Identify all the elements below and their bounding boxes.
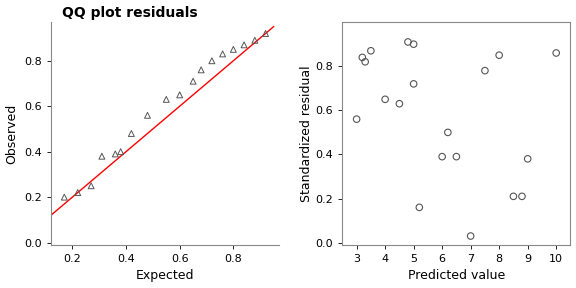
Point	[403, 40, 412, 44]
Point	[552, 51, 561, 55]
Point	[495, 53, 504, 58]
Point	[523, 157, 532, 161]
Point	[218, 52, 227, 56]
Point	[111, 152, 120, 156]
Point	[73, 190, 82, 195]
Point	[395, 101, 404, 106]
Point	[509, 194, 518, 199]
Point	[480, 68, 490, 73]
Point	[517, 194, 526, 199]
Point	[358, 55, 367, 60]
Point	[415, 205, 424, 210]
Point	[438, 154, 447, 159]
Point	[143, 113, 152, 118]
Point	[409, 42, 418, 46]
Point	[97, 154, 107, 158]
Point	[175, 92, 184, 97]
Point	[127, 131, 136, 136]
Point	[444, 130, 453, 135]
X-axis label: Predicted value: Predicted value	[408, 270, 505, 283]
Point	[196, 68, 206, 72]
Point	[25, 236, 34, 240]
Point	[261, 31, 270, 36]
Point	[466, 234, 475, 238]
Point	[207, 58, 217, 63]
Y-axis label: Observed: Observed	[6, 103, 18, 164]
Point	[381, 97, 390, 102]
Point	[162, 97, 171, 102]
Point	[86, 183, 96, 188]
Text: QQ plot residuals: QQ plot residuals	[62, 5, 198, 20]
Point	[250, 38, 259, 43]
Point	[366, 48, 376, 53]
Point	[409, 82, 418, 86]
Point	[60, 195, 69, 199]
Point	[361, 60, 370, 64]
Point	[116, 149, 125, 154]
Point	[229, 47, 238, 52]
Point	[41, 204, 50, 209]
Point	[452, 154, 461, 159]
Point	[240, 43, 249, 47]
Point	[352, 117, 361, 122]
Y-axis label: Standardized residual: Standardized residual	[300, 65, 313, 202]
X-axis label: Expected: Expected	[136, 270, 194, 283]
Point	[188, 79, 198, 84]
